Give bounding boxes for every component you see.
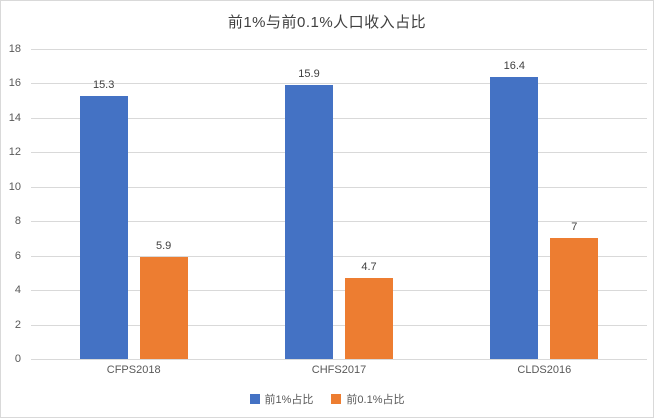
- gridline: [31, 255, 647, 257]
- bar-value-label: 15.3: [92, 78, 115, 91]
- x-tick-label: CLDS2016: [517, 364, 572, 376]
- chart-title: 前1%与前0.1%人口收入占比: [227, 14, 427, 31]
- bar-series-0-clds2016: 16.4: [490, 60, 539, 359]
- bar-value-label: 16.4: [503, 59, 526, 72]
- bar-value-label: 5.9: [156, 240, 172, 253]
- y-tick-label: 2: [14, 318, 21, 331]
- gridline: [31, 152, 647, 154]
- gridline: [31, 221, 647, 223]
- legend-swatch-icon: [331, 394, 342, 404]
- legend-swatch-icon: [249, 394, 260, 404]
- gridline: [31, 83, 647, 85]
- legend-item-1: 前0.1%占比: [331, 391, 404, 407]
- x-tick-label: CHFS2017: [311, 364, 367, 376]
- gridline: [31, 324, 647, 326]
- legend: 前1%占比 前0.1%占比: [1, 391, 653, 407]
- y-tick-label: 0: [14, 353, 21, 365]
- bar-series-1-clds2016: 7: [550, 221, 599, 359]
- y-axis: 0 2 4 6 8 10 12 14 16 18: [1, 43, 25, 365]
- gridline: [31, 186, 647, 188]
- gridline: [31, 290, 647, 292]
- y-tick-label: 6: [14, 249, 21, 262]
- bar-groups: 15.3 5.9 15.9 4.7 16.4 7: [31, 49, 647, 359]
- gridline: [31, 117, 647, 119]
- bar-value-label: 7: [571, 221, 578, 234]
- bar-series-0-chfs2017: 15.9: [284, 68, 333, 359]
- y-tick-label: 4: [14, 284, 21, 297]
- bar-group-cfps2018: 15.3 5.9: [31, 49, 236, 359]
- bar-series-0-cfps2018: 15.3: [79, 79, 128, 359]
- x-tick-label: CFPS2018: [106, 364, 161, 376]
- bar-group-clds2016: 16.4 7: [442, 49, 647, 359]
- legend-label: 前0.1%占比: [346, 394, 405, 406]
- y-tick-label: 16: [8, 77, 21, 90]
- bar-group-chfs2017: 15.9 4.7: [236, 49, 441, 359]
- x-axis-labels: CFPS2018 CHFS2017 CLDS2016: [31, 364, 647, 376]
- bar-series-1-chfs2017: 4.7: [344, 261, 393, 359]
- y-tick-label: 8: [14, 215, 21, 228]
- legend-label: 前1%占比: [264, 394, 314, 406]
- y-tick-label: 10: [8, 180, 21, 193]
- y-tick-label: 12: [8, 146, 21, 159]
- bar-value-label: 4.7: [361, 261, 377, 274]
- bar-series-1-cfps2018: 5.9: [139, 240, 188, 359]
- legend-item-0: 前1%占比: [249, 391, 314, 407]
- gridline: [31, 49, 647, 50]
- bar-value-label: 15.9: [298, 68, 320, 81]
- y-tick-label: 18: [8, 43, 21, 55]
- plot-area: 15.3 5.9 15.9 4.7 16.4 7: [31, 49, 647, 360]
- y-tick-label: 14: [8, 111, 21, 124]
